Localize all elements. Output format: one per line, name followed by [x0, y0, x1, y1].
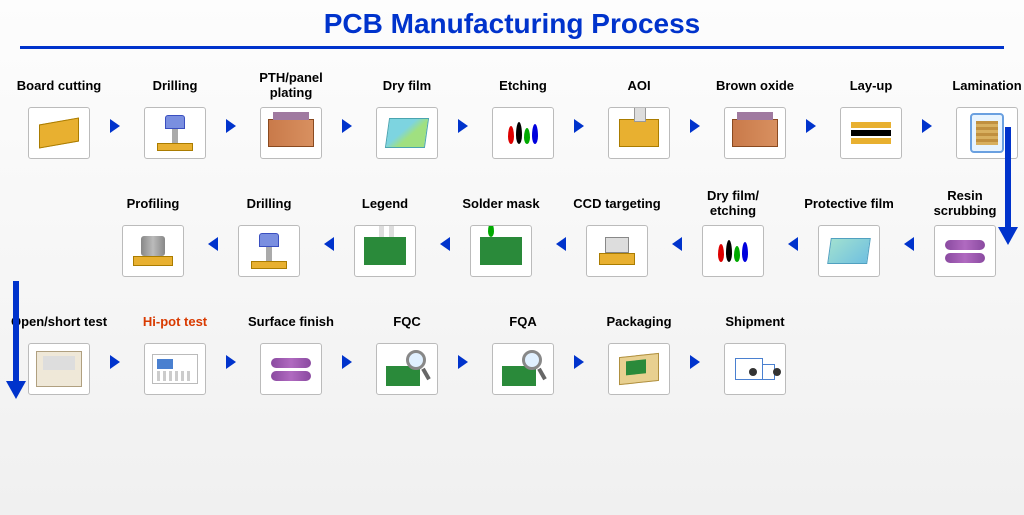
process-step: Protective film [800, 187, 898, 277]
step-icon [28, 343, 90, 395]
step-icon [144, 343, 206, 395]
arrow-left-icon [784, 235, 798, 253]
step-label: Brown oxide [716, 69, 794, 103]
process-step: Brown oxide [706, 69, 804, 159]
step-label: AOI [627, 69, 650, 103]
step-label: Profiling [127, 187, 180, 221]
step-icon [608, 107, 670, 159]
arrow-right-icon [226, 117, 240, 135]
step-label: Dry film/ etching [684, 187, 782, 221]
step-icon [724, 343, 786, 395]
process-step: Packaging [590, 305, 688, 395]
process-row: Resin scrubbingProtective filmDry film/ … [10, 187, 1014, 277]
step-label: Surface finish [248, 305, 334, 339]
step-icon [470, 225, 532, 277]
step-icon [122, 225, 184, 277]
process-step: Dry film/ etching [684, 187, 782, 277]
step-label: Lamination [952, 69, 1021, 103]
process-flow: Board cutting Drilling PTH/panel plating Dr… [0, 49, 1024, 395]
step-label: Legend [362, 187, 408, 221]
arrow-right-icon [342, 117, 356, 135]
arrow-left-icon [552, 235, 566, 253]
arrow-left-icon [436, 235, 450, 253]
arrow-left-icon [204, 235, 218, 253]
process-step: Solder mask [452, 187, 550, 277]
process-step: Profiling [104, 187, 202, 277]
step-icon [702, 225, 764, 277]
arrow-right-icon [690, 117, 704, 135]
step-label: Drilling [153, 69, 198, 103]
process-step: Drilling [220, 187, 318, 277]
process-step: CCD targeting [568, 187, 666, 277]
process-step: Dry film [358, 69, 456, 159]
process-step: PTH/panel plating [242, 69, 340, 159]
arrow-right-icon [110, 353, 124, 371]
step-icon [586, 225, 648, 277]
arrow-left-icon [320, 235, 334, 253]
step-icon [934, 225, 996, 277]
process-step: Hi-pot test [126, 305, 224, 395]
arrow-right-icon [922, 117, 936, 135]
step-icon [724, 107, 786, 159]
step-icon [818, 225, 880, 277]
step-icon [260, 107, 322, 159]
arrow-right-icon [458, 353, 472, 371]
step-label: Lay-up [850, 69, 893, 103]
diagram-title: PCB Manufacturing Process [0, 0, 1024, 40]
process-step: FQA [474, 305, 572, 395]
step-label: Board cutting [17, 69, 102, 103]
step-icon [144, 107, 206, 159]
process-row: Open/short testHi-pot testSurface finish… [10, 305, 1014, 395]
process-step: Shipment [706, 305, 804, 395]
process-step: Legend [336, 187, 434, 277]
step-label: Hi-pot test [143, 305, 207, 339]
step-label: Etching [499, 69, 547, 103]
step-icon [608, 343, 670, 395]
arrow-right-icon [342, 353, 356, 371]
process-step: FQC [358, 305, 456, 395]
process-step: AOI [590, 69, 688, 159]
arrow-left-icon [900, 235, 914, 253]
step-label: FQA [509, 305, 536, 339]
process-step: Board cutting [10, 69, 108, 159]
step-icon [238, 225, 300, 277]
step-label: Dry film [383, 69, 431, 103]
step-icon [492, 343, 554, 395]
arrow-right-icon [690, 353, 704, 371]
process-step: Lay-up [822, 69, 920, 159]
arrow-right-icon [458, 117, 472, 135]
process-step: Surface finish [242, 305, 340, 395]
process-row: Board cutting Drilling PTH/panel plating Dr… [10, 69, 1014, 159]
arrow-right-icon [226, 353, 240, 371]
step-label: PTH/panel plating [242, 69, 340, 103]
step-icon [376, 107, 438, 159]
arrow-right-icon [574, 353, 588, 371]
process-step: Drilling [126, 69, 224, 159]
step-label: Packaging [606, 305, 671, 339]
step-icon [354, 225, 416, 277]
step-icon [260, 343, 322, 395]
down-connector-icon [998, 127, 1018, 252]
step-icon [28, 107, 90, 159]
arrow-left-icon [668, 235, 682, 253]
step-icon [492, 107, 554, 159]
step-label: Shipment [725, 305, 784, 339]
step-label: Solder mask [462, 187, 539, 221]
step-label: CCD targeting [573, 187, 660, 221]
step-label: FQC [393, 305, 420, 339]
step-icon [376, 343, 438, 395]
arrow-right-icon [806, 117, 820, 135]
arrow-right-icon [574, 117, 588, 135]
arrow-right-icon [110, 117, 124, 135]
step-label: Protective film [804, 187, 894, 221]
step-label: Drilling [247, 187, 292, 221]
process-step: Etching [474, 69, 572, 159]
step-icon [840, 107, 902, 159]
down-connector-icon [6, 281, 26, 406]
